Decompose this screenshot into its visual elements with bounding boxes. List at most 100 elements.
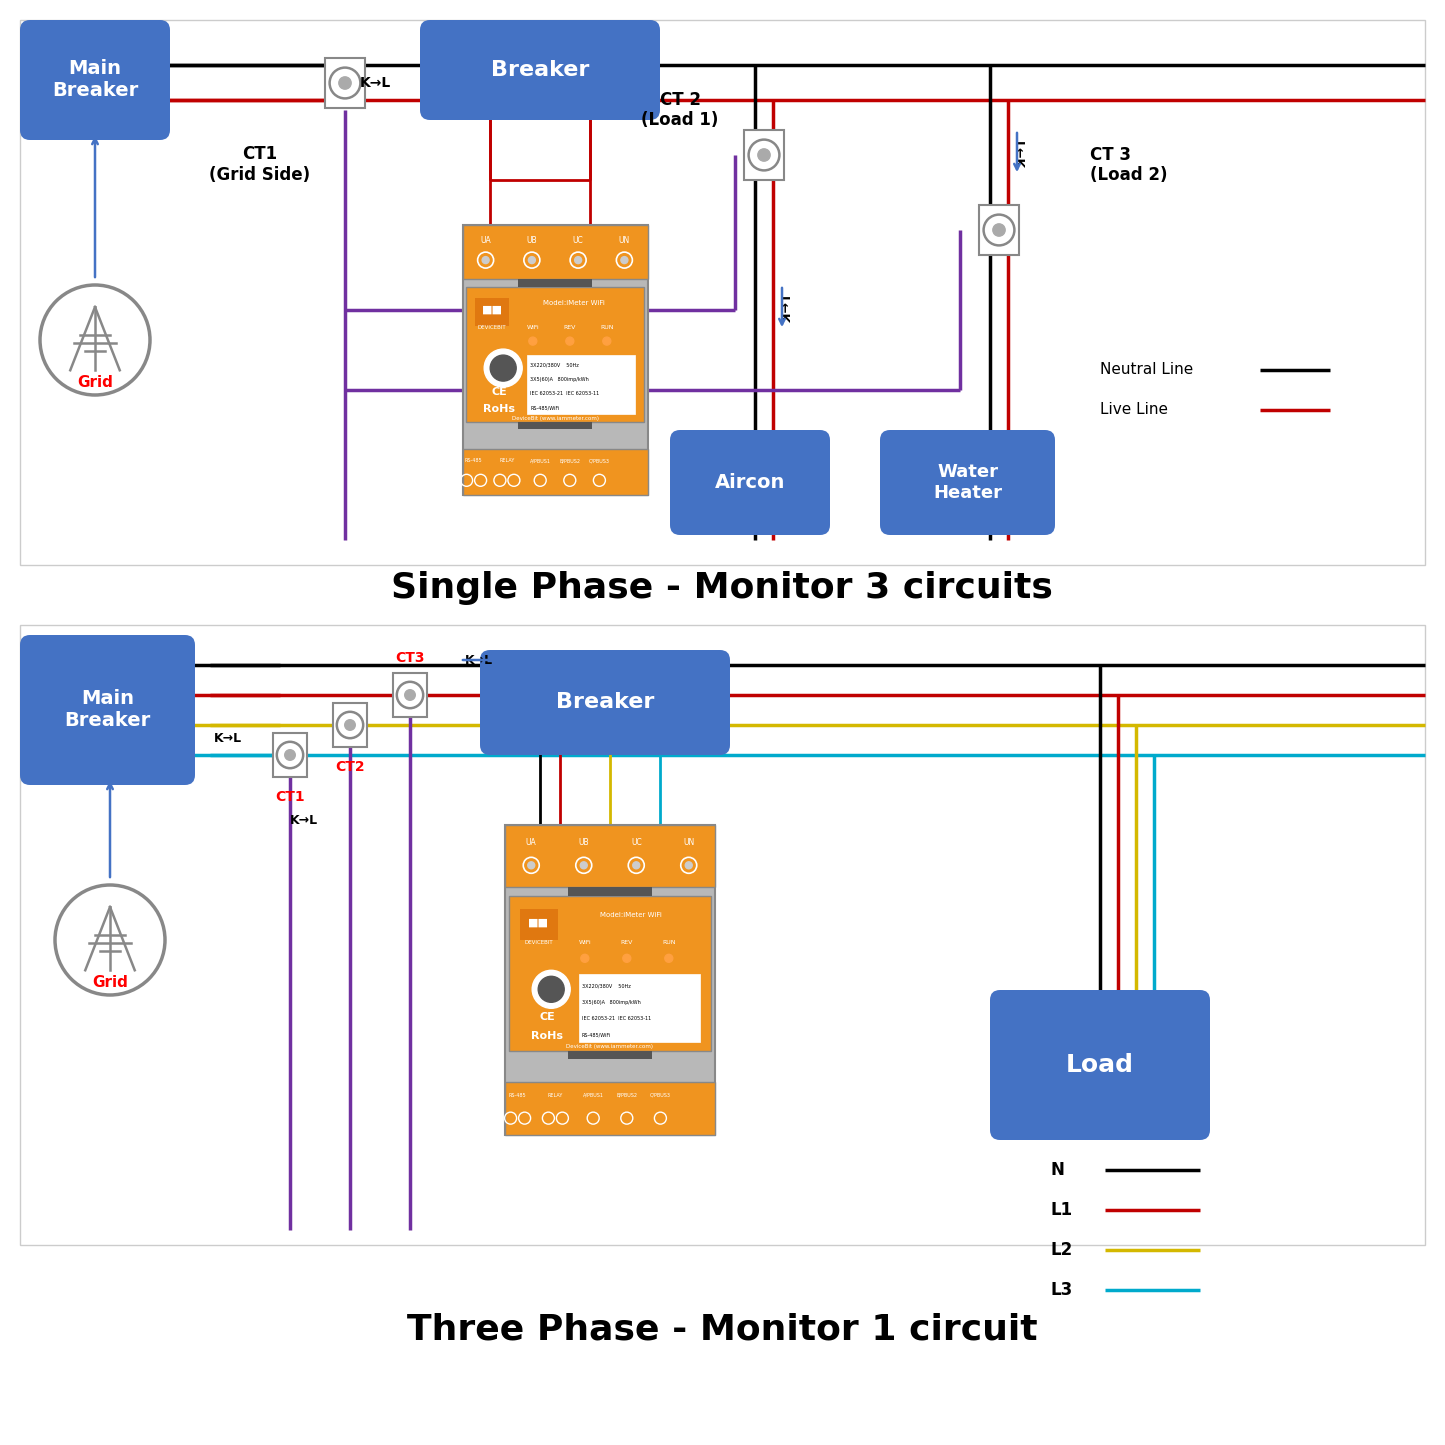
Circle shape [621, 257, 629, 263]
Circle shape [581, 954, 588, 962]
Circle shape [538, 977, 564, 1003]
Text: DeviceBit (www.iammeter.com): DeviceBit (www.iammeter.com) [512, 416, 598, 420]
Text: IEC 62053-21  IEC 62053-11: IEC 62053-21 IEC 62053-11 [581, 1016, 650, 1022]
Text: Neutral Line: Neutral Line [1100, 363, 1194, 377]
Bar [504, 1082, 715, 1134]
Bar [273, 734, 306, 776]
Text: CT2: CT2 [335, 760, 364, 775]
Bar [527, 354, 634, 415]
Text: C/PBUS3: C/PBUS3 [590, 458, 610, 462]
Circle shape [345, 720, 355, 730]
Text: A/PBUS1: A/PBUS1 [582, 1092, 604, 1098]
Bar [517, 279, 592, 288]
Text: ■■: ■■ [527, 918, 549, 928]
Text: CT 2
(Load 1): CT 2 (Load 1) [642, 91, 718, 130]
Text: Breaker: Breaker [556, 692, 655, 712]
Text: B/PBUS2: B/PBUS2 [559, 458, 581, 462]
Text: Water
Heater: Water Heater [933, 462, 1001, 501]
Bar [520, 909, 558, 941]
Bar [462, 449, 647, 496]
Bar [462, 225, 647, 279]
Text: N: N [1051, 1160, 1064, 1179]
Text: K→L: K→L [290, 814, 318, 827]
FancyBboxPatch shape [480, 650, 730, 754]
Text: A/PBUS1: A/PBUS1 [530, 458, 551, 462]
Text: RoHs: RoHs [484, 403, 516, 413]
Circle shape [484, 350, 522, 387]
Circle shape [285, 750, 295, 760]
Text: L←K: L←K [1010, 142, 1023, 169]
Text: CT1: CT1 [275, 790, 305, 803]
Text: WiFi: WiFi [526, 325, 539, 329]
Text: UN: UN [618, 236, 630, 244]
Bar [504, 825, 715, 887]
Text: L2: L2 [1051, 1241, 1072, 1259]
Circle shape [338, 77, 351, 90]
Bar [568, 1052, 652, 1059]
Circle shape [532, 970, 571, 1009]
Text: Model:iMeter WiFi: Model:iMeter WiFi [600, 912, 662, 918]
Bar [509, 896, 711, 1052]
Circle shape [575, 257, 582, 263]
Text: Grid: Grid [92, 975, 129, 990]
Text: UA: UA [480, 236, 491, 244]
Circle shape [483, 257, 488, 263]
FancyBboxPatch shape [20, 634, 195, 785]
Text: REV: REV [564, 325, 577, 329]
Bar [325, 58, 364, 108]
Text: Aircon: Aircon [715, 473, 785, 491]
Text: IEC 62053-21  IEC 62053-11: IEC 62053-21 IEC 62053-11 [530, 392, 600, 396]
Text: ■■: ■■ [481, 305, 503, 315]
Text: DEVICEBIT: DEVICEBIT [478, 325, 506, 329]
Text: L3: L3 [1051, 1282, 1072, 1299]
Text: UB: UB [526, 236, 538, 244]
Text: RELAY: RELAY [548, 1092, 564, 1098]
Text: DeviceBit (www.iammeter.com): DeviceBit (www.iammeter.com) [566, 1045, 653, 1049]
Text: Model:iMeter WiFi: Model:iMeter WiFi [542, 301, 604, 306]
Text: Load: Load [1066, 1053, 1134, 1077]
Text: L←K: L←K [776, 296, 789, 324]
Bar [20, 626, 1425, 1246]
Text: Three Phase - Monitor 1 circuit: Three Phase - Monitor 1 circuit [406, 1314, 1038, 1347]
FancyBboxPatch shape [880, 431, 1055, 535]
FancyBboxPatch shape [670, 431, 829, 535]
Text: UN: UN [683, 838, 695, 847]
Text: REV: REV [620, 941, 633, 945]
Text: UB: UB [578, 838, 590, 847]
Bar [568, 887, 652, 896]
Text: WiFi: WiFi [578, 941, 591, 945]
Text: CT 3
(Load 2): CT 3 (Load 2) [1090, 146, 1168, 185]
Text: RS-485: RS-485 [465, 458, 483, 462]
FancyBboxPatch shape [990, 990, 1209, 1140]
Bar [20, 20, 1425, 565]
Circle shape [529, 337, 536, 345]
Circle shape [757, 149, 770, 162]
Text: 3X5(60)A   800imp/kWh: 3X5(60)A 800imp/kWh [530, 377, 590, 381]
Text: DEVICEBIT: DEVICEBIT [525, 941, 553, 945]
Circle shape [633, 861, 640, 868]
Text: RELAY: RELAY [499, 458, 514, 462]
Bar [578, 974, 701, 1042]
Text: RUN: RUN [600, 325, 614, 329]
Text: CE: CE [539, 1011, 555, 1022]
Text: 3X5(60)A   800imp/kWh: 3X5(60)A 800imp/kWh [581, 1000, 640, 1004]
Circle shape [490, 355, 516, 381]
Text: B/PBUS2: B/PBUS2 [617, 1092, 637, 1098]
Bar [504, 825, 715, 1134]
Circle shape [405, 689, 415, 701]
Text: C/PBUS3: C/PBUS3 [650, 1092, 670, 1098]
Text: RS-485/WiFi: RS-485/WiFi [530, 406, 559, 410]
FancyBboxPatch shape [420, 20, 660, 120]
Circle shape [603, 337, 611, 345]
Circle shape [566, 337, 574, 345]
Text: K→L: K→L [214, 731, 243, 744]
Text: CT1
(Grid Side): CT1 (Grid Side) [210, 144, 311, 184]
Text: RS-485: RS-485 [509, 1092, 526, 1098]
Bar [334, 704, 367, 747]
Text: UC: UC [572, 236, 584, 244]
Text: UC: UC [631, 838, 642, 847]
Text: CE: CE [491, 387, 507, 397]
Text: L1: L1 [1051, 1201, 1072, 1220]
Circle shape [993, 224, 1006, 236]
Bar [393, 673, 426, 717]
